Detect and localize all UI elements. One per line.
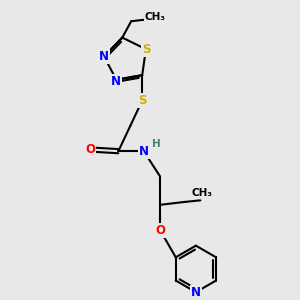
Text: O: O <box>85 143 95 156</box>
Text: N: N <box>139 145 149 158</box>
Text: N: N <box>99 50 109 63</box>
Text: S: S <box>138 94 146 107</box>
Text: O: O <box>155 224 165 237</box>
Text: CH₃: CH₃ <box>145 12 166 22</box>
Text: CH₃: CH₃ <box>191 188 212 199</box>
Text: H: H <box>152 139 161 149</box>
Text: S: S <box>142 43 150 56</box>
Text: N: N <box>111 75 122 88</box>
Text: N: N <box>191 286 201 299</box>
